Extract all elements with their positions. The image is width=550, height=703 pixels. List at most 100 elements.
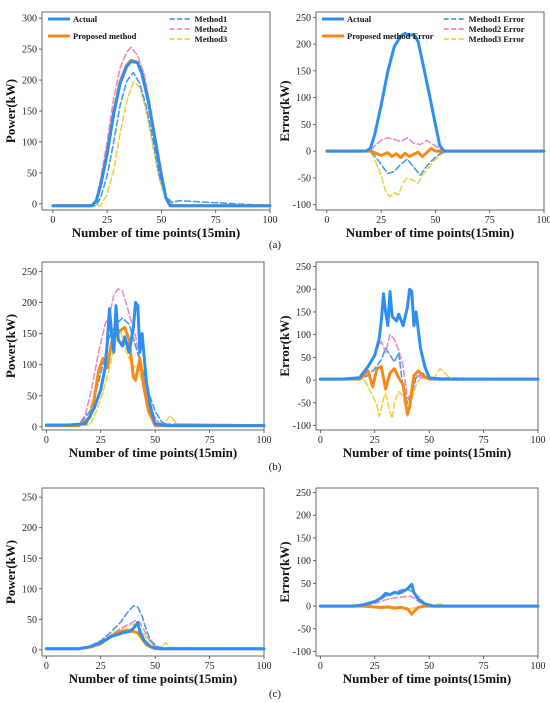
series-line-method1 <box>326 150 545 176</box>
chart-panel-c-power: 0 25 50 75 100 0 50 100 150 200 250 Number of time … <box>3 487 272 686</box>
x-tick-label: 75 <box>205 435 215 446</box>
x-tick-label: 0 <box>318 661 323 672</box>
x-tick-label: 50 <box>424 435 434 446</box>
panel-caption-c: (c) <box>269 688 282 700</box>
x-tick-label: 25 <box>370 661 380 672</box>
legend: Actual Method1 Proposed method Method2Metho… <box>48 14 227 44</box>
x-tick-label: 75 <box>479 661 489 672</box>
x-tick-label: 25 <box>370 435 380 446</box>
y-tick-label: 50 <box>301 579 311 590</box>
y-tick-label: 100 <box>296 330 311 341</box>
x-axis-label: Number of time points(15min) <box>343 671 511 686</box>
y-tick-label: 250 <box>296 13 311 24</box>
y-tick-label: 0 <box>32 422 37 433</box>
series-line-actual <box>318 287 540 381</box>
panel-caption-a: (a) <box>269 239 282 251</box>
series-line-method3 <box>52 81 271 207</box>
x-tick-label: 100 <box>257 661 272 672</box>
legend-label-proposed: Proposed method Error <box>347 31 434 41</box>
x-tick-label: 75 <box>485 215 495 226</box>
y-tick-label: -100 <box>293 200 311 211</box>
x-tick-label: 100 <box>531 435 546 446</box>
legend-label-method2: Method2 Error <box>469 24 525 34</box>
plot-frame <box>41 487 265 657</box>
chart-panel-b-error: 0 25 50 75 100 -100 -50 0 50 100 150 200 250 Number o… <box>277 261 546 460</box>
series-line-method3 <box>319 367 539 420</box>
series-line-method1 <box>45 317 265 426</box>
y-axis-label: Error(kW) <box>277 80 292 141</box>
y-tick-label: 200 <box>22 298 37 309</box>
y-axis-label: Power(kW) <box>3 540 18 604</box>
series-line-actual <box>44 300 266 428</box>
x-tick-label: 50 <box>430 215 440 226</box>
y-tick-label: 100 <box>22 360 37 371</box>
x-axis-label: Number of time points(15min) <box>69 445 237 460</box>
x-tick-label: 50 <box>156 215 166 226</box>
y-tick-label: 150 <box>296 66 311 77</box>
y-axis-label: Error(kW) <box>277 315 292 376</box>
series-line-method1 <box>45 605 265 650</box>
x-tick-label: 50 <box>424 661 434 672</box>
plot-frame <box>41 261 265 431</box>
y-tick-label: 0 <box>32 645 37 656</box>
chart-panel-c-error: 0 25 50 75 100 -100 -50 0 50 100 150 200 250 Number o… <box>277 487 546 686</box>
legend-label-method3: Method3 <box>195 34 228 44</box>
x-tick-label: 100 <box>263 215 278 226</box>
x-tick-label: 25 <box>96 661 106 672</box>
y-tick-label: 150 <box>296 307 311 318</box>
x-tick-label: 0 <box>324 215 329 226</box>
x-tick-label: 75 <box>479 435 489 446</box>
y-axis-label: Error(kW) <box>277 541 292 602</box>
x-tick-label: 50 <box>150 435 160 446</box>
y-tick-label: 250 <box>296 488 311 499</box>
x-tick-label: 25 <box>102 215 112 226</box>
y-tick-label: 150 <box>296 533 311 544</box>
x-tick-label: 0 <box>44 435 49 446</box>
x-tick-label: 0 <box>318 435 323 446</box>
series-line-method2 <box>319 333 539 399</box>
legend-label-actual: Actual <box>347 14 372 24</box>
plot-frame <box>41 11 271 211</box>
plot-frame <box>315 11 545 211</box>
x-tick-label: 25 <box>96 435 106 446</box>
y-tick-label: 150 <box>22 554 37 565</box>
chart-panel-a-power: 0 25 50 75 100 0 50 100 150 200 250 300 Number of ti… <box>3 11 278 240</box>
y-tick-label: -50 <box>298 624 311 635</box>
x-tick-label: 0 <box>50 215 55 226</box>
x-tick-label: 100 <box>257 435 272 446</box>
y-tick-label: 50 <box>27 615 37 626</box>
y-tick-label: 50 <box>27 168 37 179</box>
y-tick-label: 200 <box>296 40 311 51</box>
x-axis-label: Number of time points(15min) <box>72 225 240 240</box>
x-axis-label: Number of time points(15min) <box>69 671 237 686</box>
x-tick-label: 25 <box>376 215 386 226</box>
x-axis-label: Number of time points(15min) <box>346 225 514 240</box>
series-line-method3 <box>326 150 545 198</box>
y-tick-label: 200 <box>296 285 311 296</box>
y-tick-label: 0 <box>306 602 311 613</box>
y-tick-label: 100 <box>296 556 311 567</box>
x-tick-label: 50 <box>150 661 160 672</box>
y-tick-label: 200 <box>296 511 311 522</box>
y-tick-label: -50 <box>298 173 311 184</box>
y-tick-label: 50 <box>301 120 311 131</box>
series-line-actual <box>44 620 266 651</box>
y-axis-label: Power(kW) <box>3 79 18 143</box>
legend-label-actual: Actual <box>73 14 98 24</box>
series-line-proposed <box>44 325 266 428</box>
y-tick-label: 250 <box>296 262 311 273</box>
y-tick-label: 100 <box>22 137 37 148</box>
legend-label-method1: Method1 <box>195 14 228 24</box>
x-axis-label: Number of time points(15min) <box>343 445 511 460</box>
series-line-method3 <box>45 329 265 426</box>
y-tick-label: 150 <box>22 107 37 118</box>
series-line-actual <box>51 60 272 208</box>
y-tick-label: 100 <box>296 93 311 104</box>
series-line-proposed <box>318 364 540 416</box>
series-line-proposed <box>318 604 540 616</box>
y-tick-label: -100 <box>293 647 311 658</box>
series-line-method1 <box>52 71 271 207</box>
series-line-method1 <box>319 347 539 404</box>
legend: Actual Method1 Error Proposed method Error… <box>322 14 525 44</box>
